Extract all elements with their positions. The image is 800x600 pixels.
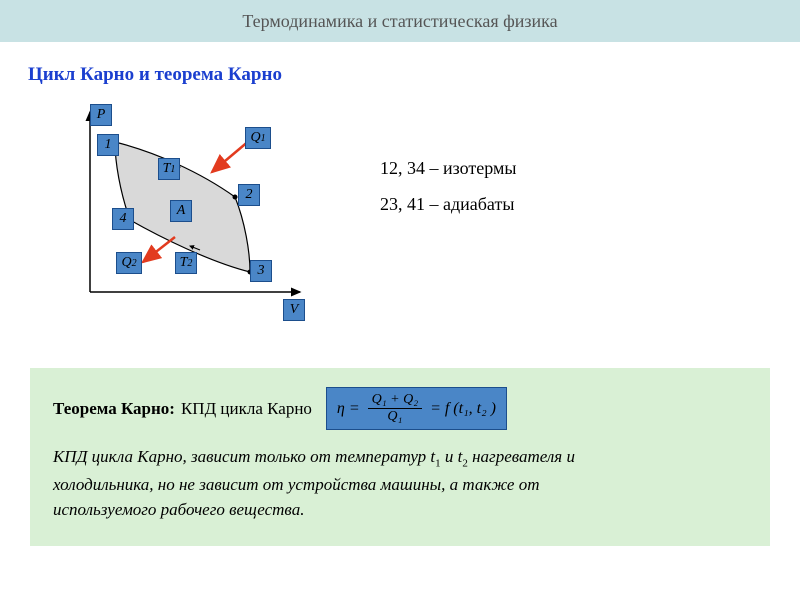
theorem-caption: КПД цикла Карно bbox=[181, 399, 312, 419]
label-2: 2 bbox=[238, 184, 260, 206]
theorem-text-1-end: нагревателя и bbox=[468, 447, 575, 466]
label-T2: T2 bbox=[175, 252, 197, 274]
formula-eq1: = bbox=[349, 400, 360, 418]
label-3: 3 bbox=[250, 260, 272, 282]
theorem-header: Теорема Карно: КПД цикла Карно η = Q₁ + … bbox=[53, 387, 747, 430]
label-T1-text: T bbox=[163, 161, 171, 177]
label-T2-sub: 2 bbox=[187, 258, 192, 269]
label-Q2-text: Q bbox=[121, 255, 131, 271]
legend-line-2: 23, 41 – адиабаты bbox=[380, 186, 516, 222]
label-T1: T1 bbox=[158, 158, 180, 180]
page-header: Термодинамика и статистическая физика bbox=[0, 0, 800, 42]
formula-eq2: = bbox=[430, 400, 441, 418]
theorem-text-2: холодильника, но не зависит от устройств… bbox=[53, 475, 540, 494]
label-1: 1 bbox=[97, 134, 119, 156]
formula-box: η = Q₁ + Q₂ Q₁ = f (t₁, t₂ ) bbox=[326, 387, 507, 430]
theorem-text-1: КПД цикла Карно, зависит только от темпе… bbox=[53, 447, 435, 466]
theorem-text-mid: и t bbox=[441, 447, 463, 466]
formula-den: Q₁ bbox=[383, 409, 406, 425]
label-4: 4 bbox=[112, 208, 134, 230]
theorem-label: Теорема Карно: bbox=[53, 399, 175, 419]
label-A: A bbox=[170, 200, 192, 222]
theorem-text-3: используемого рабочего вещества. bbox=[53, 500, 304, 519]
formula-fraction: Q₁ + Q₂ Q₁ bbox=[368, 392, 422, 425]
legend-line-1: 12, 34 – изотермы bbox=[380, 150, 516, 186]
carnot-diagram: P V 1 2 3 4 A T1 T2 Q1 Q2 bbox=[40, 102, 340, 332]
label-T1-sub: 1 bbox=[170, 164, 175, 175]
point-2 bbox=[233, 195, 238, 200]
formula-num: Q₁ + Q₂ bbox=[368, 392, 422, 409]
header-title: Термодинамика и статистическая физика bbox=[242, 11, 557, 32]
label-Q1-sub: 1 bbox=[261, 133, 266, 144]
label-Q2: Q2 bbox=[116, 252, 142, 274]
formula-eta: η bbox=[337, 400, 345, 418]
label-P: P bbox=[90, 104, 112, 126]
theorem-box: Теорема Карно: КПД цикла Карно η = Q₁ + … bbox=[30, 368, 770, 546]
theorem-text: КПД цикла Карно, зависит только от темпе… bbox=[53, 444, 747, 523]
label-Q2-sub: 2 bbox=[132, 258, 137, 269]
label-Q1-text: Q bbox=[250, 130, 260, 146]
arrow-q2 bbox=[143, 237, 175, 262]
section-title: Цикл Карно и теорема Карно bbox=[28, 64, 800, 86]
legend: 12, 34 – изотермы 23, 41 – адиабаты bbox=[380, 150, 516, 222]
label-T2-text: T bbox=[180, 255, 188, 271]
formula-rhs: f (t₁, t₂ ) bbox=[445, 400, 496, 418]
content-row: P V 1 2 3 4 A T1 T2 Q1 Q2 12, 34 – изоте… bbox=[0, 102, 800, 332]
label-V: V bbox=[283, 299, 305, 321]
label-Q1: Q1 bbox=[245, 127, 271, 149]
